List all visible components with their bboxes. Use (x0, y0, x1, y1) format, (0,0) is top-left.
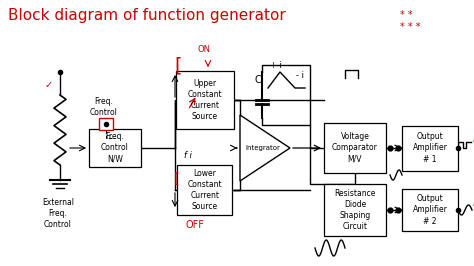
Text: f i: f i (184, 151, 192, 160)
Text: Freq.
Control: Freq. Control (90, 97, 118, 117)
Polygon shape (240, 115, 290, 181)
Text: * *
* * *: * * * * * (400, 10, 420, 32)
Text: - i: - i (296, 71, 304, 80)
Text: Upper
Constant
Current
Source: Upper Constant Current Source (188, 79, 222, 121)
Text: External
Freq.
Control: External Freq. Control (42, 198, 74, 229)
FancyBboxPatch shape (324, 184, 386, 236)
FancyBboxPatch shape (177, 165, 233, 215)
Text: Lower
Constant
Current
Source: Lower Constant Current Source (188, 169, 222, 211)
Text: ✓: ✓ (45, 80, 53, 90)
Text: Integrator: Integrator (246, 145, 281, 151)
Text: OFF: OFF (185, 220, 204, 230)
Text: [: [ (174, 57, 182, 76)
Text: ON: ON (198, 45, 211, 54)
FancyBboxPatch shape (99, 118, 113, 130)
Text: Freq.
Control
N/W: Freq. Control N/W (101, 132, 129, 164)
FancyBboxPatch shape (402, 189, 458, 231)
Text: C: C (255, 75, 262, 85)
Text: [: [ (174, 172, 180, 186)
FancyBboxPatch shape (402, 126, 458, 171)
FancyBboxPatch shape (324, 123, 386, 173)
Text: Block diagram of function generator: Block diagram of function generator (8, 8, 286, 23)
FancyBboxPatch shape (176, 71, 234, 129)
Text: Output
Amplifier
# 2: Output Amplifier # 2 (412, 194, 447, 226)
Text: Voltage
Comparator
M/V: Voltage Comparator M/V (332, 132, 378, 164)
Text: Output
Amplifier
# 1: Output Amplifier # 1 (412, 132, 447, 164)
Text: ✓: ✓ (472, 200, 474, 209)
FancyBboxPatch shape (89, 129, 141, 167)
Text: + i: + i (270, 61, 282, 70)
Text: ✓: ✓ (472, 136, 474, 145)
Text: Resistance
Diode
Shaping
Circuit: Resistance Diode Shaping Circuit (334, 189, 376, 231)
